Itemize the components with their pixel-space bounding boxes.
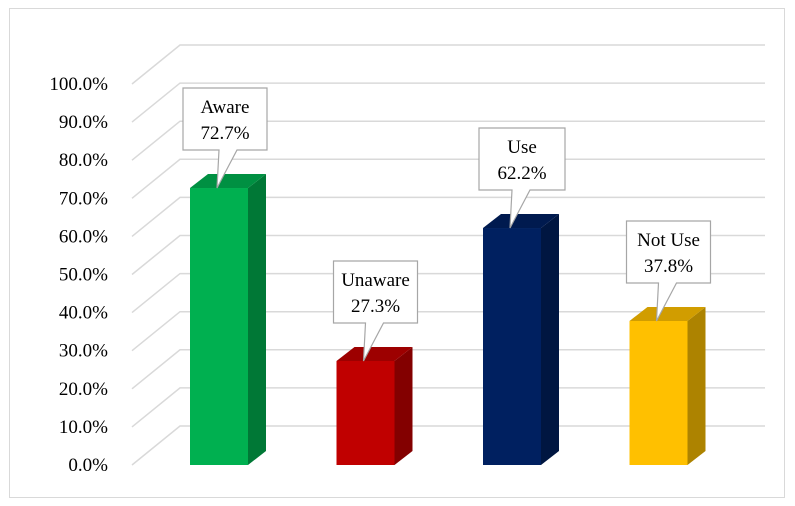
data-label-callout <box>625 220 712 322</box>
bar-side <box>248 174 266 465</box>
bar-top <box>629 306 706 321</box>
y-tick-label: 90.0% <box>59 112 108 133</box>
data-label: 27.3% <box>351 296 400 317</box>
bar <box>483 228 541 465</box>
gridline <box>131 44 765 85</box>
data-label: 37.8% <box>644 256 693 277</box>
gridline <box>131 196 765 237</box>
bar-top <box>483 214 559 229</box>
gridline <box>131 272 765 314</box>
bar-top <box>190 174 266 189</box>
bar-side <box>394 346 413 465</box>
category-label: Unaware <box>341 270 410 291</box>
data-label: 62.2% <box>497 163 546 184</box>
gridline <box>131 234 765 276</box>
y-tick-label: 80.0% <box>59 150 108 171</box>
gridline <box>131 310 765 352</box>
category-label: Use <box>507 137 537 158</box>
data-label-callout <box>478 127 566 229</box>
y-tick-label: 20.0% <box>59 379 108 400</box>
category-label: Aware <box>201 97 250 118</box>
bar <box>336 360 395 465</box>
y-tick-label: 60.0% <box>59 226 108 247</box>
gridline <box>131 387 765 428</box>
bar-side <box>541 214 559 465</box>
gridline <box>131 425 765 466</box>
y-tick-label: 70.0% <box>59 188 108 209</box>
bar <box>190 188 248 465</box>
data-label-callout <box>332 260 419 362</box>
y-tick-label: 100.0% <box>49 74 108 95</box>
y-tick-label: 50.0% <box>59 265 108 286</box>
y-tick-label: 0.0% <box>68 455 108 476</box>
bar-side <box>687 306 706 465</box>
bar-top <box>336 346 413 361</box>
gridline <box>131 158 765 199</box>
y-tick-label: 30.0% <box>59 341 108 362</box>
gridline <box>131 349 765 390</box>
y-tick-label: 40.0% <box>59 303 108 324</box>
data-label-callout <box>182 87 268 189</box>
gridline <box>131 120 765 161</box>
bar <box>629 320 688 465</box>
data-label: 72.7% <box>200 123 249 144</box>
category-label: Not Use <box>637 230 700 251</box>
gridline <box>131 82 765 123</box>
y-tick-label: 10.0% <box>59 417 108 438</box>
